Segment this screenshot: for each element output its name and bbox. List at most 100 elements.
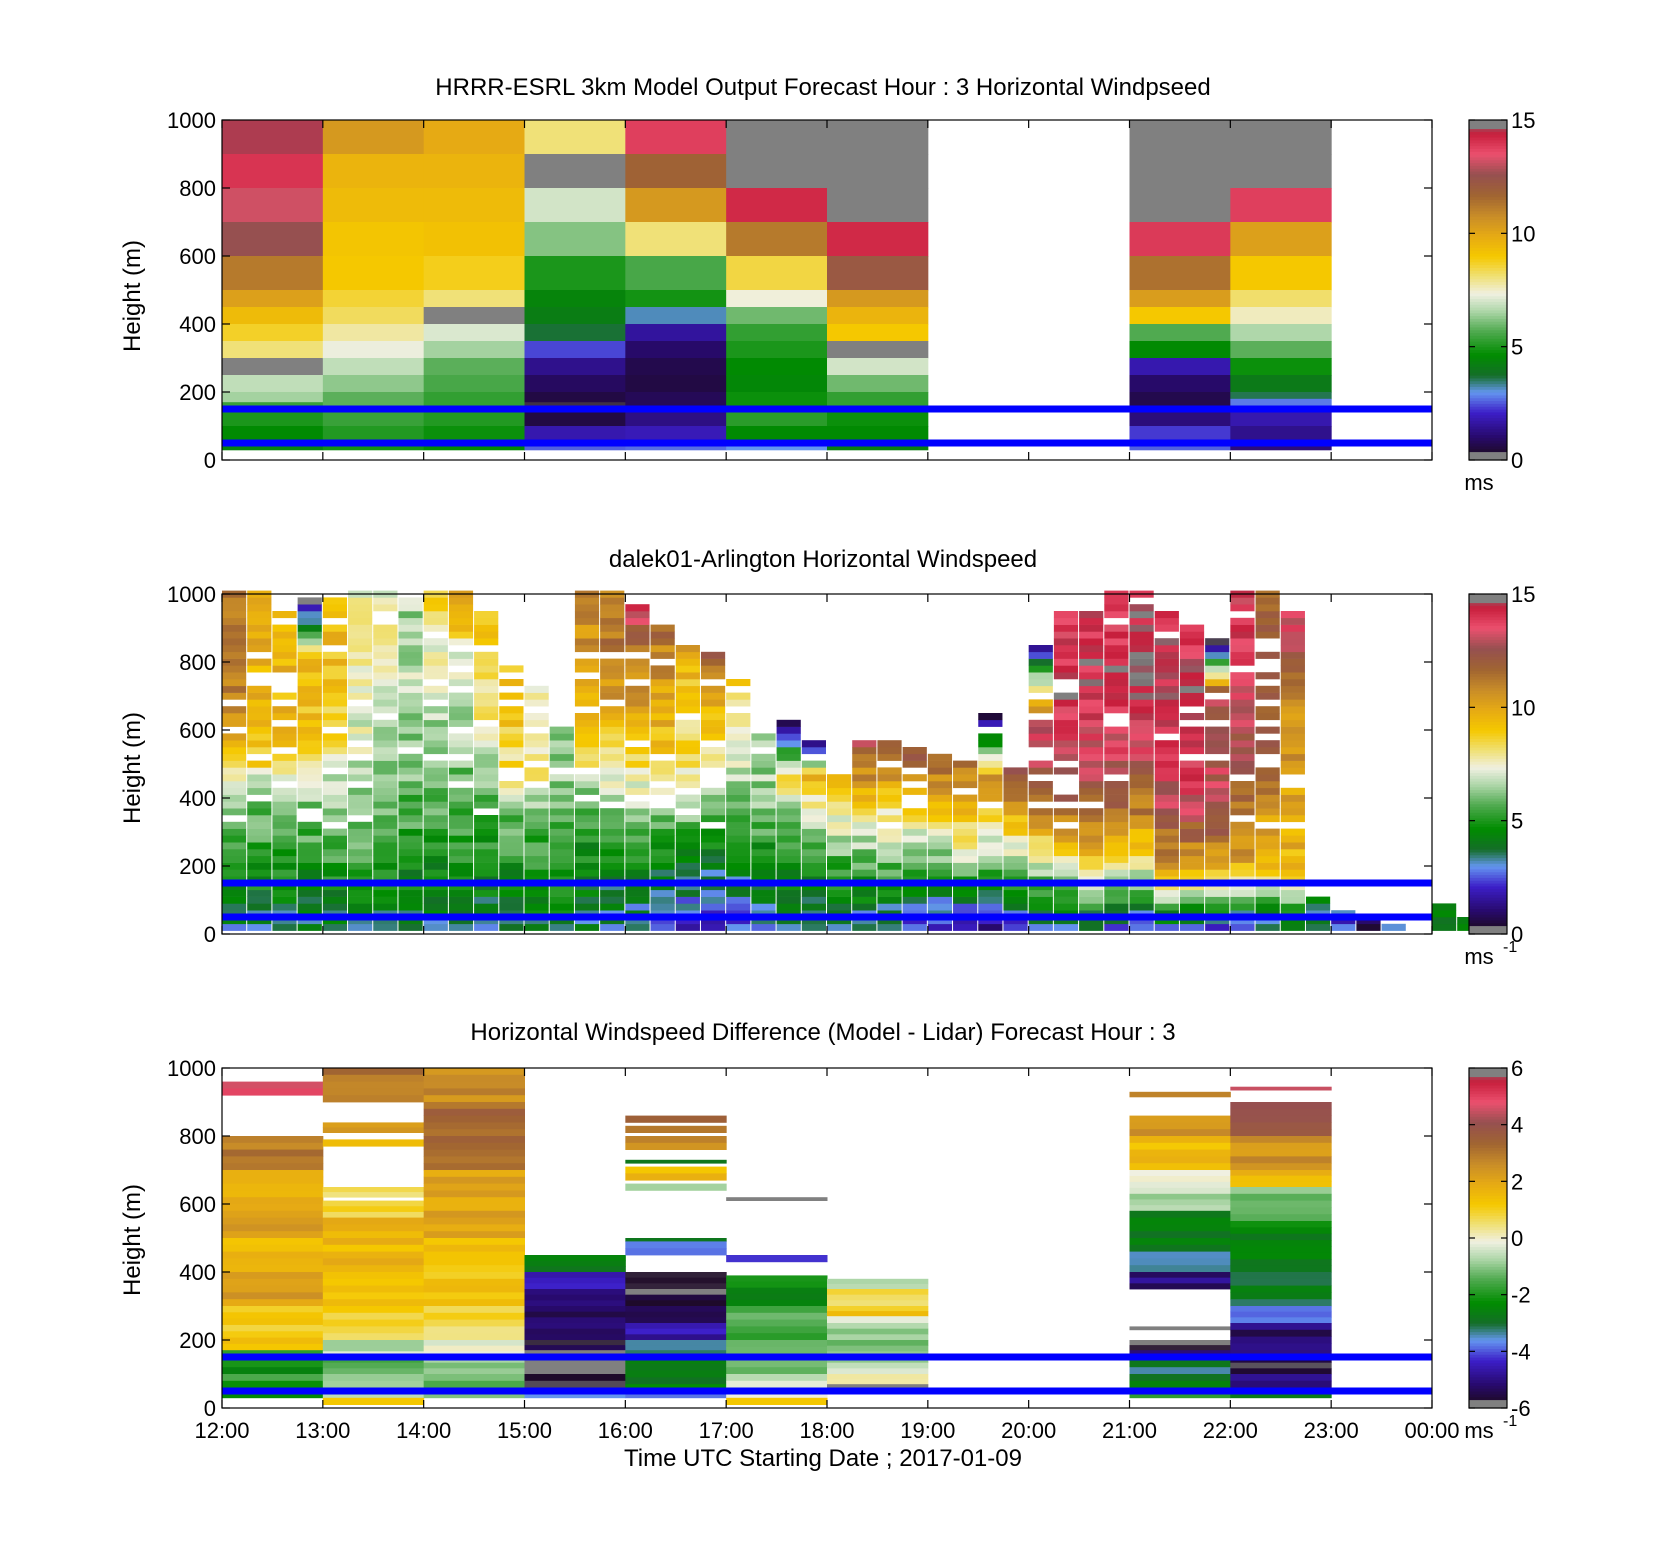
- lidar-cell: [297, 896, 322, 904]
- lidar-cell: [1079, 760, 1104, 768]
- difference-cell: [524, 1294, 626, 1301]
- colorbar-swatch: [1469, 769, 1507, 774]
- lidar-cell: [398, 862, 423, 870]
- lidar-cell: [1280, 869, 1305, 877]
- lidar-cell: [1129, 781, 1154, 789]
- model-cell: [726, 358, 828, 376]
- colorbar-swatch: [1469, 1266, 1507, 1270]
- panel-lidar-title: dalek01-Arlington Horizontal Windspeed: [609, 546, 1037, 573]
- lidar-cell: [978, 917, 1003, 925]
- lidar-cell: [827, 842, 852, 850]
- lidar-cell: [574, 821, 600, 829]
- lidar-cell: [524, 855, 549, 863]
- lidar-cell: [675, 869, 700, 877]
- lidar-cell: [499, 917, 524, 925]
- lidar-cell: [322, 685, 348, 693]
- lidar-cell: [1205, 638, 1230, 646]
- lidar-cell: [1079, 787, 1104, 795]
- lidar-cell: [978, 747, 1003, 755]
- lidar-cell: [801, 828, 826, 836]
- difference-cell: [322, 1319, 425, 1327]
- difference-cell: [625, 1159, 727, 1164]
- lidar-cell: [549, 787, 574, 795]
- lidar-cell: [700, 862, 726, 870]
- lidar-cell: [600, 835, 625, 843]
- lidar-cell: [348, 645, 373, 653]
- lidar-cell: [247, 883, 272, 891]
- difference-cell: [625, 1340, 727, 1346]
- lidar-cell: [1280, 767, 1305, 775]
- difference-cell: [1230, 1108, 1332, 1116]
- lidar-cell: [1280, 685, 1305, 693]
- colorbar-swatch: [1469, 687, 1507, 691]
- x-tick-label: 16:00: [598, 1418, 653, 1443]
- difference-cell: [625, 1136, 727, 1144]
- lidar-cell: [1053, 842, 1079, 850]
- lidar-cell: [600, 611, 625, 619]
- difference-cell: [524, 1392, 626, 1399]
- lidar-cell: [348, 658, 373, 666]
- lidar-cell: [1179, 794, 1205, 802]
- difference-cell: [322, 1200, 425, 1207]
- lidar-cell: [247, 699, 272, 707]
- lidar-cell: [272, 787, 297, 795]
- colorbar-swatch: [1469, 301, 1507, 305]
- lidar-cell: [600, 760, 625, 768]
- panel-model-ylabel: Height (m): [119, 240, 146, 352]
- colorbar-swatch: [1469, 224, 1507, 229]
- lidar-cell: [1028, 665, 1053, 673]
- lidar-cell: [574, 753, 600, 761]
- lidar-cell: [1280, 753, 1305, 761]
- lidar-cell: [1079, 767, 1104, 775]
- lidar-cell: [776, 842, 801, 850]
- colorbar-swatch: [1469, 928, 1507, 932]
- lidar-cell: [600, 645, 625, 653]
- colorbar-swatch: [1469, 1325, 1507, 1330]
- lidar-cell: [1179, 855, 1205, 863]
- lidar-cell: [700, 835, 726, 843]
- lidar-cell: [1028, 733, 1053, 741]
- lidar-cell: [927, 923, 953, 931]
- lidar-cell: [222, 692, 247, 700]
- lidar-cell: [1280, 631, 1305, 639]
- lidar-cell: [499, 747, 524, 755]
- colorbar-swatch: [1469, 298, 1507, 302]
- lidar-cell: [272, 883, 297, 891]
- lidar-cell: [423, 815, 448, 823]
- lidar-cell: [222, 760, 247, 768]
- lidar-cell: [272, 665, 297, 673]
- colorbar-swatch: [1469, 1337, 1507, 1341]
- lidar-cell: [625, 604, 650, 612]
- lidar-cell: [373, 917, 398, 925]
- difference-cell: [423, 1074, 525, 1082]
- lidar-cell: [499, 679, 524, 687]
- colorbar-swatch: [1469, 199, 1507, 203]
- lidar-cell: [1255, 808, 1280, 816]
- model-cell: [625, 307, 727, 325]
- lidar-cell: [1230, 889, 1255, 897]
- lidar-cell: [272, 808, 297, 816]
- lidar-cell: [978, 923, 1003, 931]
- lidar-cell: [1179, 658, 1205, 666]
- model-cell: [1230, 409, 1332, 427]
- lidar-cell: [1053, 815, 1079, 823]
- difference-cell: [322, 1074, 425, 1082]
- lidar-cell: [1104, 828, 1129, 836]
- colorbar-swatch: [1469, 423, 1507, 427]
- difference-cell: [625, 1311, 727, 1318]
- lidar-cell: [1003, 869, 1028, 877]
- colorbar-swatch: [1469, 840, 1507, 844]
- lidar-cell: [1205, 917, 1230, 925]
- lidar-cell: [1028, 835, 1053, 843]
- lidar-cell: [1154, 713, 1179, 721]
- lidar-cell: [247, 733, 272, 741]
- lidar-cell: [524, 719, 549, 727]
- lidar-cell: [625, 611, 650, 619]
- lidar-cell: [726, 815, 751, 823]
- lidar-cell: [373, 597, 398, 605]
- difference-cell: [423, 1210, 525, 1218]
- difference-cell: [423, 1299, 525, 1307]
- difference-cell: [524, 1374, 626, 1382]
- difference-cell: [1129, 1326, 1231, 1331]
- lidar-cell: [1028, 726, 1053, 734]
